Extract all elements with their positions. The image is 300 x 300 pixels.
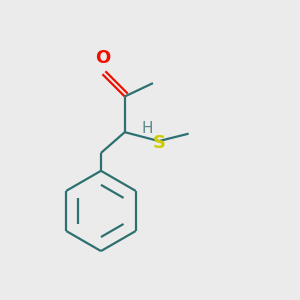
Text: S: S bbox=[152, 134, 165, 152]
Text: O: O bbox=[95, 49, 110, 67]
Text: H: H bbox=[141, 121, 153, 136]
